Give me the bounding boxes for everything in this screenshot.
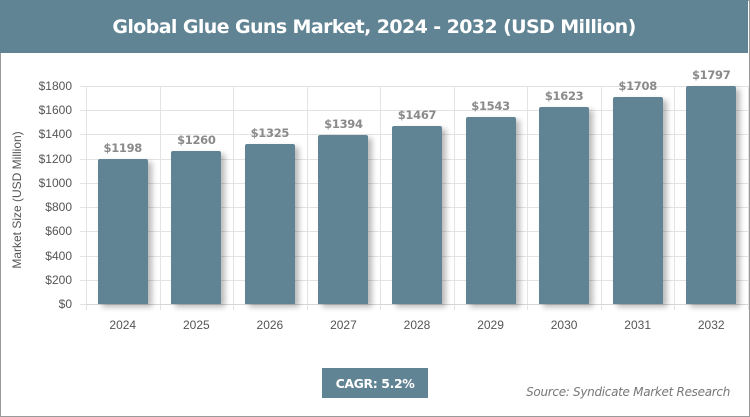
- gridline-vertical: [600, 86, 602, 310]
- chart-title-bar: Global Glue Guns Market, 2024 - 2032 (US…: [0, 0, 748, 53]
- x-tick-label: 2024: [109, 318, 137, 332]
- cagr-badge: CAGR: 5.2%: [322, 368, 428, 398]
- y-tick-label: $1000: [38, 175, 72, 190]
- y-tick-label: $1800: [38, 79, 72, 93]
- x-tick-label: 2027: [330, 318, 357, 332]
- gridline-horizontal: [80, 110, 748, 112]
- x-tick-label: 2026: [256, 318, 284, 332]
- bar-2030: [539, 107, 590, 304]
- bar-2029: [465, 117, 516, 304]
- value-label: $1260: [177, 133, 216, 148]
- y-tick-label: $800: [45, 200, 72, 215]
- x-tick-label: 2029: [477, 318, 504, 332]
- y-tick-label: $1400: [38, 127, 72, 142]
- gridline-vertical: [453, 86, 455, 310]
- value-label: $1467: [397, 108, 437, 123]
- bar-2026: [244, 143, 295, 304]
- bar-2025: [171, 151, 222, 304]
- x-tick-label: 2030: [550, 318, 578, 332]
- gridline-vertical: [380, 86, 382, 310]
- x-tick-label: 2032: [697, 318, 725, 332]
- y-tick-label: $1600: [38, 103, 72, 118]
- bar-2024: [97, 158, 148, 304]
- gridline-horizontal: [80, 86, 748, 87]
- value-label: $1325: [250, 125, 290, 140]
- x-tick-label: 2025: [182, 318, 210, 332]
- x-axis-line: [86, 304, 748, 305]
- gridline-vertical: [674, 86, 676, 310]
- y-tick-label: $200: [45, 272, 72, 287]
- bar-2028: [392, 126, 442, 304]
- y-tick-label: $400: [45, 248, 72, 263]
- gridline-vertical: [86, 86, 87, 310]
- y-tick-label: $600: [45, 224, 72, 239]
- x-tick-label: 2031: [624, 318, 651, 332]
- value-label: $1394: [324, 117, 363, 132]
- gridline-vertical: [748, 86, 749, 310]
- value-label: $1198: [103, 140, 143, 155]
- bar-2031: [612, 97, 663, 304]
- value-label: $1623: [544, 89, 584, 104]
- gridline-vertical: [159, 86, 161, 310]
- source-note: Source: Syndicate Market Research: [526, 385, 730, 399]
- gridline-vertical: [527, 86, 529, 310]
- y-axis-label: Market Size (USD Million): [10, 131, 24, 269]
- x-tick-label: 2028: [403, 318, 431, 332]
- chart-title: Global Glue Guns Market, 2024 - 2032 (US…: [112, 15, 636, 38]
- bar-2027: [318, 135, 369, 304]
- gridline-vertical: [306, 86, 308, 310]
- y-tick-label: $0: [58, 297, 72, 311]
- y-tick-label: $1200: [38, 151, 72, 166]
- cagr-label: CAGR: 5.2%: [335, 375, 415, 391]
- bar-2032: [686, 86, 737, 304]
- value-label: $1797: [691, 68, 731, 83]
- gridline-vertical: [233, 86, 235, 310]
- value-label: $1543: [471, 99, 510, 114]
- value-label: $1708: [618, 79, 657, 94]
